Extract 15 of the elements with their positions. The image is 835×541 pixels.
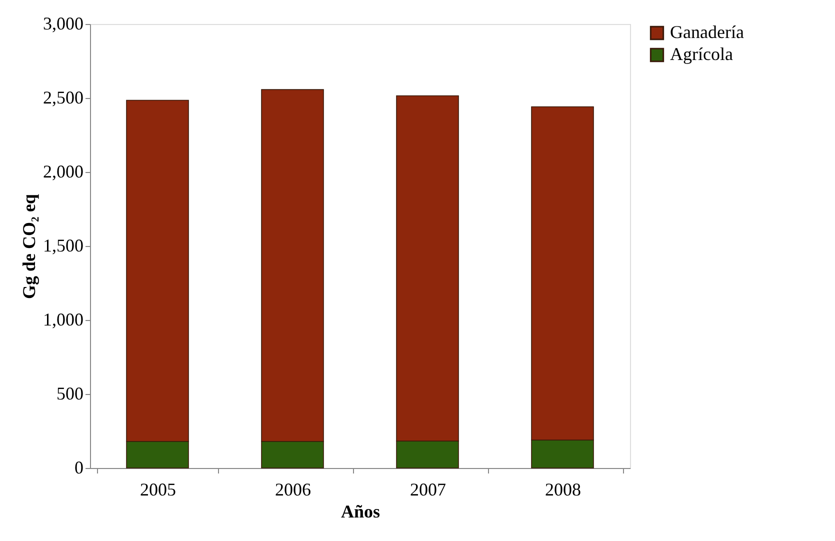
y-tick-label: 1,500 (43, 236, 84, 256)
y-tick-label: 0 (74, 458, 84, 478)
y-tick-label: 2,500 (43, 88, 84, 108)
y-tick-label: 3,000 (43, 14, 84, 34)
x-tick-label: 2006 (275, 480, 311, 500)
x-tick-label: 2008 (545, 480, 581, 500)
x-axis-title: Años (340, 502, 380, 522)
legend-label: Agrícola (670, 44, 733, 64)
y-tick-label: 2,000 (43, 162, 84, 182)
y-tick-label: 1,000 (43, 310, 84, 330)
legend-label: Ganadería (670, 22, 744, 42)
x-tick-label: 2007 (410, 480, 446, 500)
x-tick-label: 2005 (140, 480, 176, 500)
y-axis-title: Gg de CO₂ eq (19, 194, 39, 299)
y-tick-label: 500 (56, 384, 84, 404)
